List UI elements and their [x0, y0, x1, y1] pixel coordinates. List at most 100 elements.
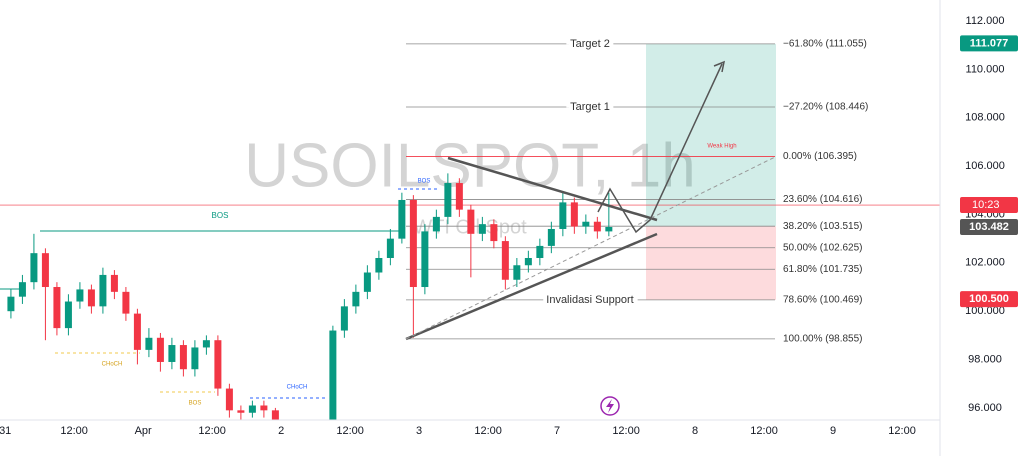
candle-body	[409, 199, 417, 288]
candle-body	[271, 410, 279, 420]
fib-label: 78.60% (100.469)	[783, 294, 863, 305]
candle-body	[570, 202, 578, 227]
candle-body	[490, 224, 498, 242]
x-tick-label: 8	[692, 425, 698, 437]
annotation: CHoCH	[287, 385, 308, 391]
annotation: BOS	[212, 211, 229, 220]
candle-body	[467, 209, 475, 234]
target-zone	[646, 43, 776, 227]
candle-body	[53, 287, 61, 329]
x-tick-label: 12:00	[336, 425, 364, 437]
projection-path	[597, 63, 723, 234]
x-tick-label: 12:00	[474, 425, 502, 437]
candle-body	[386, 238, 394, 258]
candle-body	[248, 405, 256, 413]
annotation: CHoCH	[102, 362, 123, 368]
trend-projection	[405, 156, 776, 340]
candle-body	[156, 337, 164, 362]
y-tick-label: 98.000	[968, 353, 1002, 365]
trendline	[405, 232, 658, 341]
y-tick-label: 96.000	[968, 402, 1002, 414]
candle-body	[363, 272, 371, 292]
x-tick-label: 12:00	[888, 425, 916, 437]
level-name: Target 2	[570, 38, 610, 50]
fib-label: −61.80% (111.055)	[783, 39, 867, 50]
candle-body	[225, 388, 233, 411]
countdown-badge	[960, 197, 1018, 214]
fib-label: 50.00% (102.625)	[783, 242, 863, 253]
x-tick-label: 12:00	[750, 425, 778, 437]
candle-body	[237, 410, 245, 413]
x-tick-label: 2	[278, 425, 284, 437]
candle-body	[133, 313, 141, 350]
candle-body	[260, 405, 268, 411]
fib-label: 23.60% (104.616)	[783, 194, 863, 205]
y-tick-label: 108.000	[965, 112, 1005, 124]
fib-label: 0.00% (106.395)	[783, 151, 857, 162]
candle-body	[41, 253, 49, 288]
annotation: Weak High	[707, 144, 736, 150]
price-badge	[960, 218, 1018, 235]
price-badge-label: 103.482	[969, 221, 1009, 233]
x-tick-label: 3	[416, 425, 422, 437]
candle-body	[18, 282, 26, 297]
candle-body	[214, 340, 222, 389]
level-name: Invalidasi Support	[546, 294, 633, 306]
price-badge-label: 111.077	[970, 37, 1009, 49]
candle-body	[605, 226, 613, 232]
candle-body	[593, 221, 601, 232]
drawings: BOS BOS BOS CHoCH CHoCH Weak High	[0, 60, 776, 416]
x-tick-label: 12:00	[60, 425, 88, 437]
candle-body	[110, 274, 118, 292]
candle-body	[547, 228, 555, 246]
x-tick-label: 9	[830, 425, 836, 437]
x-tick-label: 12:00	[612, 425, 640, 437]
fib-label: −27.20% (108.446)	[783, 102, 868, 113]
candle-body	[340, 306, 348, 331]
event-icon-bolt	[606, 399, 614, 413]
candle-body	[501, 241, 509, 280]
fib-label: 100.00% (98.855)	[783, 334, 863, 345]
candle-body	[432, 216, 440, 232]
candle-body	[478, 224, 486, 234]
price-badge-label: 100.500	[969, 293, 1009, 305]
candle-body	[329, 330, 337, 420]
candle-body	[202, 340, 210, 348]
x-tick-label: 7	[554, 425, 560, 437]
y-tick-label: 106.000	[965, 160, 1005, 172]
y-tick-label: 110.000	[966, 63, 1005, 75]
candle-body	[87, 289, 95, 307]
annotation: BOS	[418, 179, 431, 185]
arrow-head	[713, 60, 726, 73]
candle-body	[444, 183, 452, 217]
x-tick-label: 12:00	[198, 425, 226, 437]
candle-body	[559, 202, 567, 229]
candle-body	[168, 345, 176, 362]
candle-body	[76, 289, 84, 302]
candle-body	[375, 257, 383, 273]
y-tick-label: 112.000	[966, 15, 1005, 27]
candle-body	[536, 245, 544, 258]
countdown-label: 10:23	[972, 199, 1000, 211]
candle-body	[7, 296, 15, 312]
price-badge	[960, 291, 1018, 308]
candle-body	[421, 231, 429, 288]
candle-body	[145, 337, 153, 350]
candle-body	[122, 291, 130, 314]
y-tick-label: 102.000	[965, 257, 1005, 269]
watermark: USOILSPOT, 1h	[244, 131, 695, 200]
y-tick-label: 100.000	[965, 305, 1005, 317]
price-badge	[960, 35, 1018, 52]
candle-body	[513, 265, 521, 280]
x-tick-label: 31	[0, 425, 11, 437]
x-tick-label: Apr	[135, 425, 152, 437]
candle-body	[398, 199, 406, 239]
candle-body	[582, 221, 590, 227]
candle-body	[99, 274, 107, 307]
candle-body	[455, 183, 463, 210]
fib-label: 61.80% (101.735)	[783, 264, 863, 275]
candle-body	[191, 347, 199, 370]
candle-body	[64, 301, 72, 329]
